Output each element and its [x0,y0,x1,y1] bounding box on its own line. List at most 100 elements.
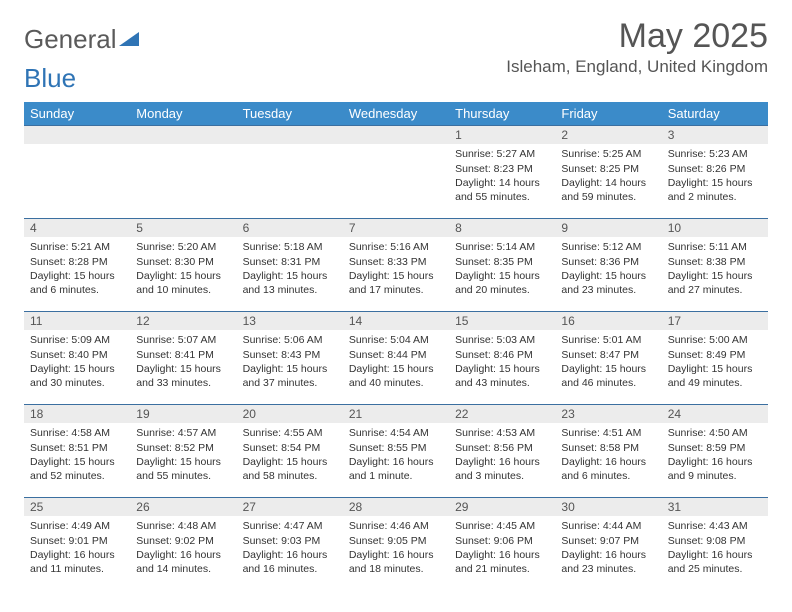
calendar-week-row: 25Sunrise: 4:49 AMSunset: 9:01 PMDayligh… [24,498,768,591]
weekday-header: Thursday [449,102,555,126]
daylight-text: and 20 minutes. [455,283,549,297]
sunrise-text: Sunrise: 4:47 AM [243,519,337,533]
daylight-text: and 43 minutes. [455,376,549,390]
day-number: 7 [343,219,449,237]
day-number: 30 [555,498,661,516]
logo-text-2: Blue [24,63,76,93]
day-data: Sunrise: 5:09 AMSunset: 8:40 PMDaylight:… [24,330,130,394]
day-data: Sunrise: 5:27 AMSunset: 8:23 PMDaylight:… [449,144,555,208]
daylight-text: Daylight: 15 hours [349,269,443,283]
day-number: 6 [237,219,343,237]
weekday-header-row: Sunday Monday Tuesday Wednesday Thursday… [24,102,768,126]
day-data: Sunrise: 4:57 AMSunset: 8:52 PMDaylight:… [130,423,236,487]
day-number: 16 [555,312,661,330]
sunrise-text: Sunrise: 4:53 AM [455,426,549,440]
day-data: Sunrise: 5:23 AMSunset: 8:26 PMDaylight:… [662,144,768,208]
sunset-text: Sunset: 8:47 PM [561,348,655,362]
calendar-day-cell: 30Sunrise: 4:44 AMSunset: 9:07 PMDayligh… [555,498,661,591]
day-data: Sunrise: 5:20 AMSunset: 8:30 PMDaylight:… [130,237,236,301]
sunset-text: Sunset: 9:01 PM [30,534,124,548]
daylight-text: Daylight: 14 hours [455,176,549,190]
calendar-body: 1Sunrise: 5:27 AMSunset: 8:23 PMDaylight… [24,126,768,591]
logo: General [24,18,139,55]
daylight-text: Daylight: 15 hours [455,362,549,376]
weekday-header: Monday [130,102,236,126]
day-number: 11 [24,312,130,330]
day-number: 5 [130,219,236,237]
sunset-text: Sunset: 9:08 PM [668,534,762,548]
day-number: 29 [449,498,555,516]
calendar-day-cell: 18Sunrise: 4:58 AMSunset: 8:51 PMDayligh… [24,405,130,498]
sunrise-text: Sunrise: 5:21 AM [30,240,124,254]
calendar-day-cell: 28Sunrise: 4:46 AMSunset: 9:05 PMDayligh… [343,498,449,591]
day-data: Sunrise: 5:16 AMSunset: 8:33 PMDaylight:… [343,237,449,301]
day-number: 21 [343,405,449,423]
daylight-text: Daylight: 15 hours [561,362,655,376]
location: Isleham, England, United Kingdom [506,57,768,77]
day-number: 27 [237,498,343,516]
sunset-text: Sunset: 8:26 PM [668,162,762,176]
calendar-day-cell [343,126,449,219]
calendar-week-row: 18Sunrise: 4:58 AMSunset: 8:51 PMDayligh… [24,405,768,498]
calendar-day-cell: 21Sunrise: 4:54 AMSunset: 8:55 PMDayligh… [343,405,449,498]
day-data: Sunrise: 5:03 AMSunset: 8:46 PMDaylight:… [449,330,555,394]
daylight-text: Daylight: 16 hours [349,455,443,469]
day-number: 20 [237,405,343,423]
sunrise-text: Sunrise: 5:12 AM [561,240,655,254]
sunrise-text: Sunrise: 4:49 AM [30,519,124,533]
sunrise-text: Sunrise: 4:43 AM [668,519,762,533]
daylight-text: Daylight: 15 hours [30,455,124,469]
day-number: 22 [449,405,555,423]
calendar-day-cell: 27Sunrise: 4:47 AMSunset: 9:03 PMDayligh… [237,498,343,591]
day-data: Sunrise: 4:46 AMSunset: 9:05 PMDaylight:… [343,516,449,580]
calendar-day-cell: 24Sunrise: 4:50 AMSunset: 8:59 PMDayligh… [662,405,768,498]
calendar-day-cell: 3Sunrise: 5:23 AMSunset: 8:26 PMDaylight… [662,126,768,219]
sunset-text: Sunset: 8:36 PM [561,255,655,269]
daylight-text: Daylight: 16 hours [455,548,549,562]
sunset-text: Sunset: 8:46 PM [455,348,549,362]
daylight-text: Daylight: 16 hours [561,548,655,562]
daylight-text: Daylight: 15 hours [561,269,655,283]
daylight-text: Daylight: 15 hours [30,362,124,376]
sunrise-text: Sunrise: 5:00 AM [668,333,762,347]
sunset-text: Sunset: 8:55 PM [349,441,443,455]
calendar-day-cell: 8Sunrise: 5:14 AMSunset: 8:35 PMDaylight… [449,219,555,312]
day-number: 26 [130,498,236,516]
day-number: 4 [24,219,130,237]
day-data: Sunrise: 5:21 AMSunset: 8:28 PMDaylight:… [24,237,130,301]
day-data: Sunrise: 5:04 AMSunset: 8:44 PMDaylight:… [343,330,449,394]
calendar-day-cell: 7Sunrise: 5:16 AMSunset: 8:33 PMDaylight… [343,219,449,312]
sunrise-text: Sunrise: 4:51 AM [561,426,655,440]
title-block: May 2025 Isleham, England, United Kingdo… [506,18,768,77]
day-number: 23 [555,405,661,423]
day-data: Sunrise: 4:54 AMSunset: 8:55 PMDaylight:… [343,423,449,487]
daylight-text: Daylight: 16 hours [561,455,655,469]
day-data: Sunrise: 4:48 AMSunset: 9:02 PMDaylight:… [130,516,236,580]
calendar-day-cell: 31Sunrise: 4:43 AMSunset: 9:08 PMDayligh… [662,498,768,591]
day-data: Sunrise: 4:44 AMSunset: 9:07 PMDaylight:… [555,516,661,580]
daylight-text: and 37 minutes. [243,376,337,390]
weekday-header: Friday [555,102,661,126]
daylight-text: and 55 minutes. [136,469,230,483]
sunrise-text: Sunrise: 5:01 AM [561,333,655,347]
daylight-text: and 55 minutes. [455,190,549,204]
sunset-text: Sunset: 8:38 PM [668,255,762,269]
calendar-day-cell: 4Sunrise: 5:21 AMSunset: 8:28 PMDaylight… [24,219,130,312]
day-number: 12 [130,312,236,330]
logo-text-1: General [24,24,117,55]
daylight-text: Daylight: 14 hours [561,176,655,190]
daylight-text: Daylight: 15 hours [668,269,762,283]
sunset-text: Sunset: 9:03 PM [243,534,337,548]
daylight-text: Daylight: 15 hours [136,455,230,469]
sunset-text: Sunset: 8:41 PM [136,348,230,362]
day-data: Sunrise: 5:25 AMSunset: 8:25 PMDaylight:… [555,144,661,208]
sunrise-text: Sunrise: 4:54 AM [349,426,443,440]
daylight-text: and 11 minutes. [30,562,124,576]
day-data: Sunrise: 5:00 AMSunset: 8:49 PMDaylight:… [662,330,768,394]
day-number: 28 [343,498,449,516]
daylight-text: Daylight: 15 hours [136,269,230,283]
calendar-day-cell: 13Sunrise: 5:06 AMSunset: 8:43 PMDayligh… [237,312,343,405]
sunset-text: Sunset: 8:30 PM [136,255,230,269]
day-number: 31 [662,498,768,516]
daylight-text: Daylight: 15 hours [243,269,337,283]
